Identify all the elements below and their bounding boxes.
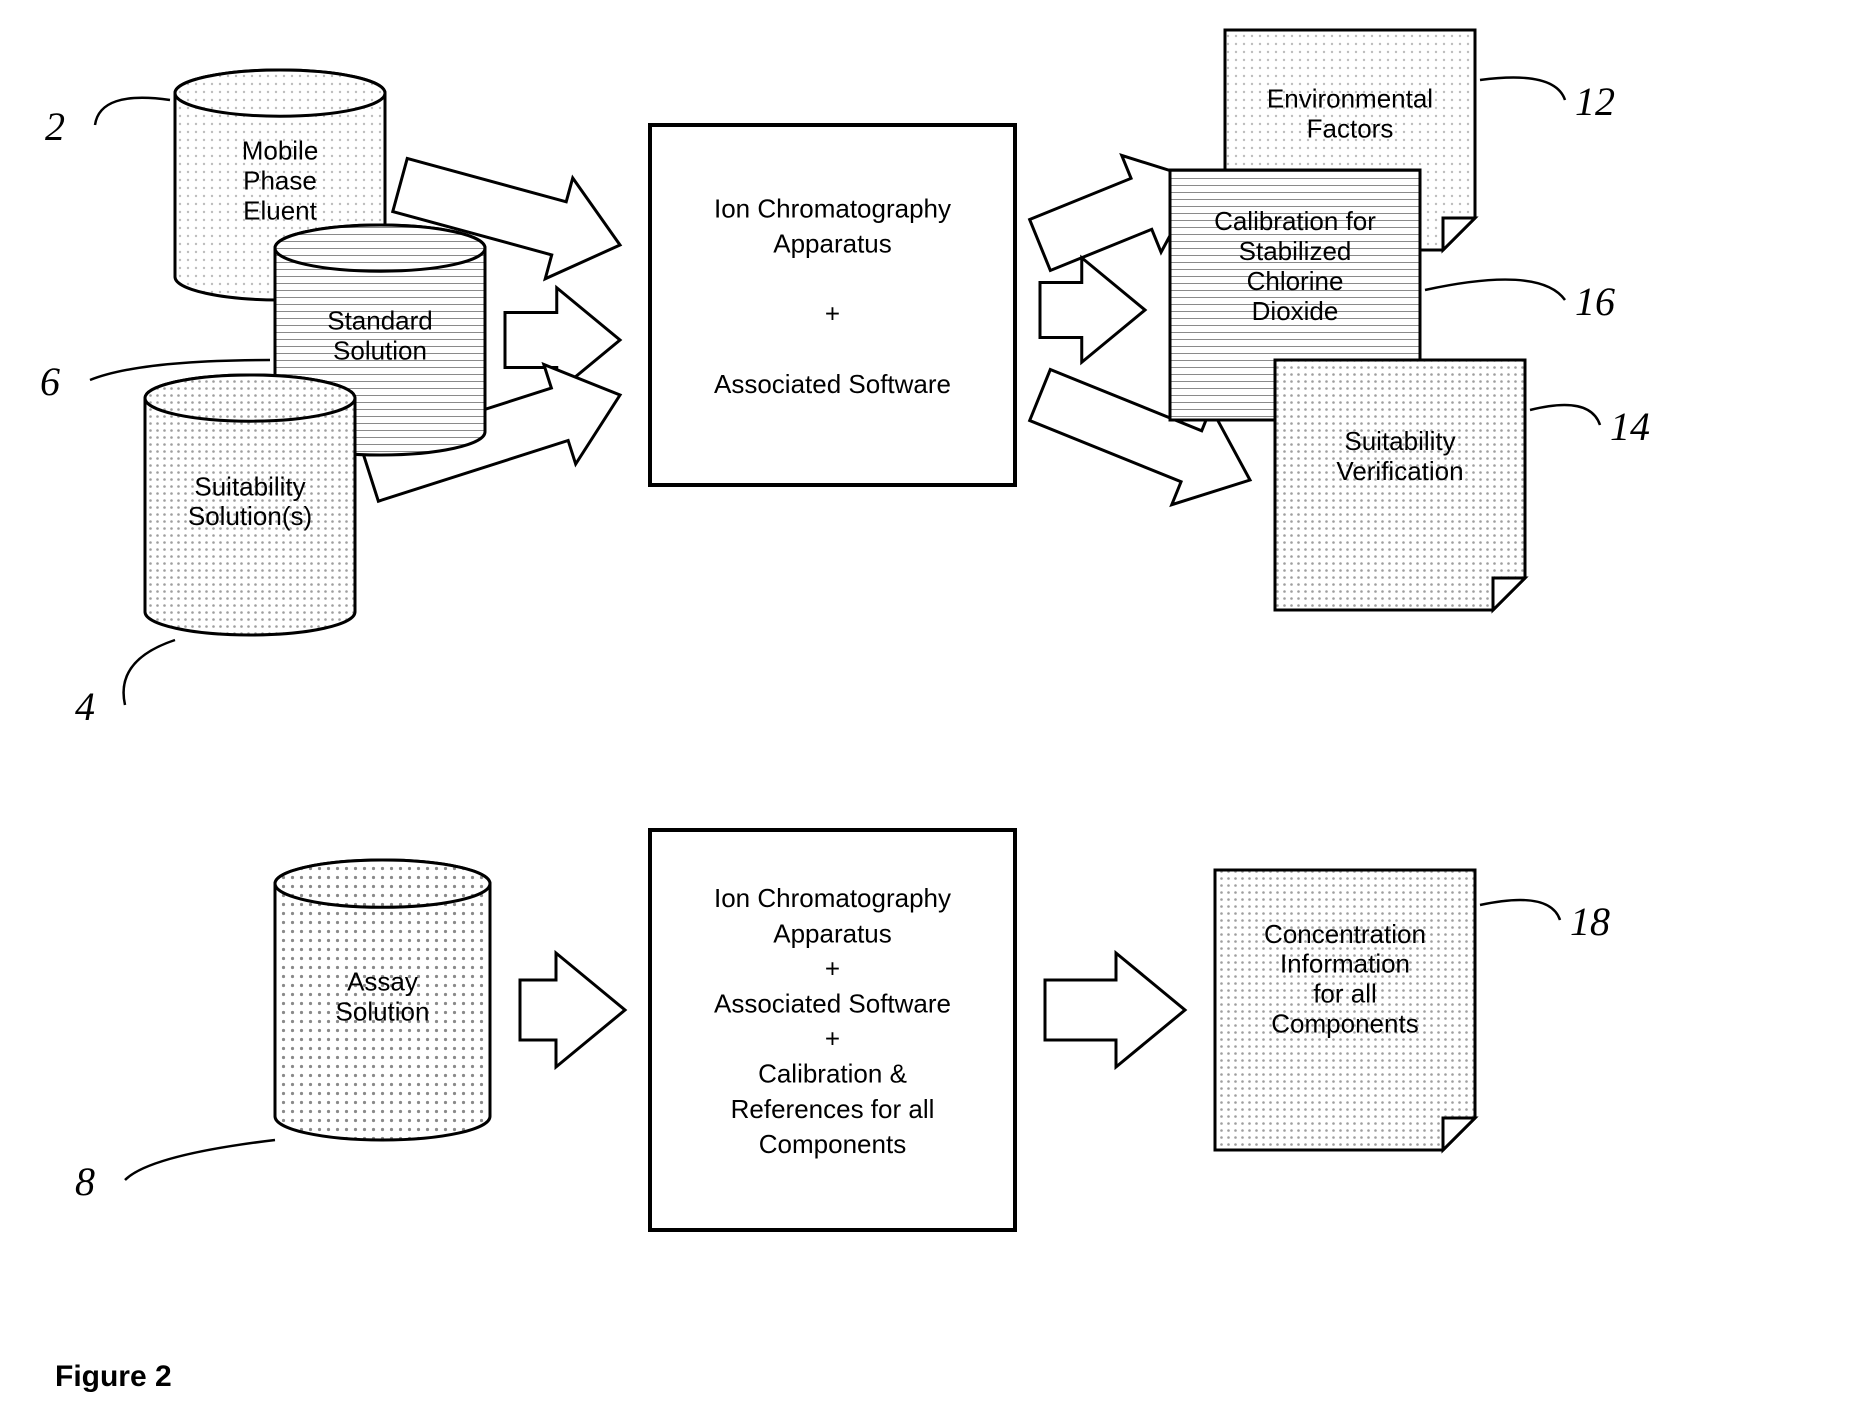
svg-text:SuitabilitySolution(s): SuitabilitySolution(s) — [188, 471, 312, 531]
flow-arrow — [1045, 953, 1185, 1067]
callout-8: 8 — [75, 1140, 275, 1204]
svg-text:6: 6 — [40, 359, 60, 404]
flow-arrow — [520, 953, 625, 1067]
svg-text:18: 18 — [1570, 899, 1610, 944]
callout-18: 18 — [1480, 899, 1610, 944]
figure-caption: Figure 2 — [55, 1360, 172, 1394]
svg-text:ConcentrationInformationfor al: ConcentrationInformationfor allComponent… — [1264, 919, 1426, 1039]
svg-text:SuitabilityVerification: SuitabilityVerification — [1336, 426, 1463, 486]
svg-text:2: 2 — [45, 104, 65, 149]
suit-verif: SuitabilityVerification — [1275, 360, 1525, 610]
callout-2: 2 — [45, 98, 170, 149]
svg-text:8: 8 — [75, 1159, 95, 1204]
callout-4: 4 — [75, 640, 175, 729]
svg-text:AssaySolution: AssaySolution — [336, 967, 430, 1027]
callout-16: 16 — [1425, 279, 1615, 324]
callout-14: 14 — [1530, 404, 1650, 449]
callout-12: 12 — [1480, 78, 1615, 125]
svg-text:StandardSolution: StandardSolution — [327, 306, 433, 366]
svg-text:12: 12 — [1575, 79, 1615, 124]
flow-arrow — [1040, 258, 1145, 363]
ic-box-2: Ion ChromatographyApparatus+Associated S… — [650, 830, 1015, 1230]
ic-box-1: Ion ChromatographyApparatus+Associated S… — [650, 125, 1015, 485]
concentration: ConcentrationInformationfor allComponent… — [1215, 870, 1475, 1150]
svg-text:16: 16 — [1575, 279, 1615, 324]
suitability: SuitabilitySolution(s) — [145, 375, 355, 635]
svg-text:14: 14 — [1610, 404, 1650, 449]
svg-text:4: 4 — [75, 684, 95, 729]
svg-text:MobilePhaseEluent: MobilePhaseEluent — [242, 136, 319, 226]
assay: AssaySolution — [275, 860, 490, 1140]
